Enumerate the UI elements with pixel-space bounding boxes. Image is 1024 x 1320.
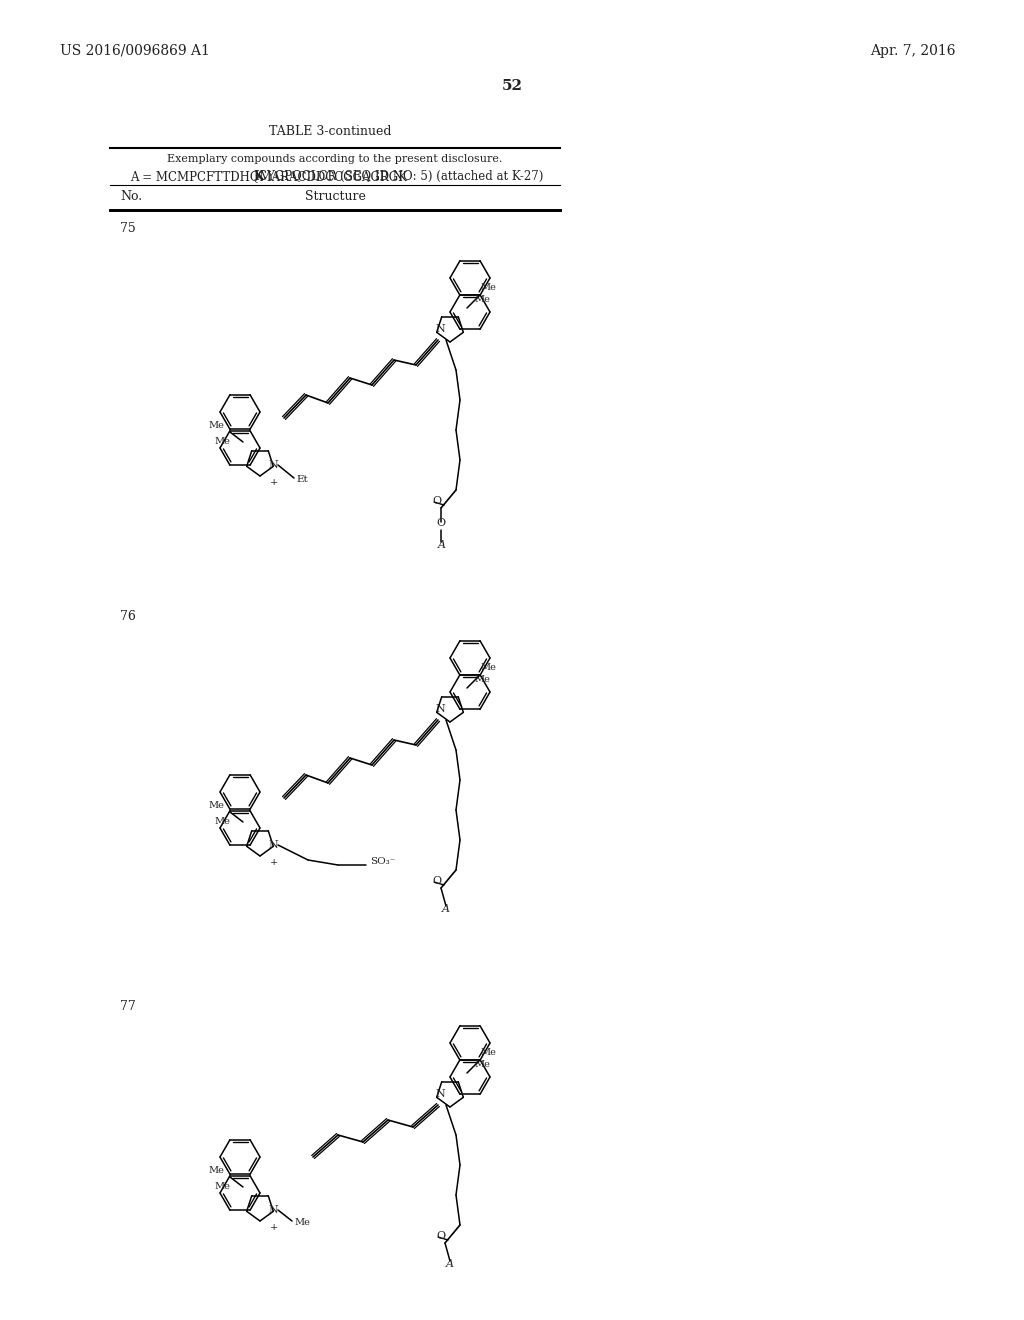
Text: Me: Me	[208, 1166, 224, 1175]
Text: N: N	[435, 704, 444, 714]
Text: Me: Me	[480, 1048, 496, 1057]
Text: N: N	[435, 323, 444, 334]
Text: Me: Me	[480, 663, 496, 672]
Text: +: +	[270, 478, 279, 487]
Text: N: N	[268, 840, 278, 850]
Text: 75: 75	[120, 222, 136, 235]
Text: O: O	[436, 1232, 445, 1241]
Text: Exemplary compounds according to the present disclosure.: Exemplary compounds according to the pre…	[167, 154, 503, 164]
Text: A = MCMPCFTTDHQMARACDDCCGGAGRGK: A = MCMPCFTTDHQMARACDDCCGGAGRGK	[130, 170, 407, 183]
Text: Et: Et	[296, 475, 308, 484]
Text: +: +	[270, 858, 279, 867]
Text: No.: No.	[120, 190, 142, 203]
Text: A: A	[438, 540, 446, 550]
Text: A: A	[446, 1259, 454, 1269]
Text: Me: Me	[214, 437, 229, 446]
Text: Structure: Structure	[304, 190, 366, 203]
Text: Me: Me	[214, 1181, 229, 1191]
Text: Me: Me	[474, 1060, 489, 1069]
Text: Me: Me	[474, 675, 489, 684]
Text: Me: Me	[208, 421, 224, 430]
Text: SO₃⁻: SO₃⁻	[370, 857, 395, 866]
Text: Me: Me	[214, 817, 229, 826]
Text: O: O	[432, 496, 441, 506]
Text: A: A	[442, 904, 450, 913]
Text: 76: 76	[120, 610, 136, 623]
Text: +: +	[270, 1224, 279, 1232]
Text: N: N	[268, 459, 278, 470]
Text: Me: Me	[208, 801, 224, 810]
Text: O: O	[432, 876, 441, 886]
Text: O: O	[436, 517, 445, 528]
Text: CYGPQCLCR (SEQ ID NO: 5) (attached at K-27): CYGPQCLCR (SEQ ID NO: 5) (attached at K-…	[258, 170, 544, 183]
Text: 77: 77	[120, 1001, 136, 1012]
Text: Me: Me	[294, 1218, 310, 1228]
Text: N: N	[268, 1205, 278, 1214]
Text: Me: Me	[480, 282, 496, 292]
Text: 52: 52	[502, 79, 522, 92]
Text: TABLE 3-continued: TABLE 3-continued	[268, 125, 391, 139]
Text: N: N	[435, 1089, 444, 1100]
Text: Apr. 7, 2016: Apr. 7, 2016	[870, 44, 955, 58]
Text: US 2016/0096869 A1: US 2016/0096869 A1	[60, 44, 210, 58]
Text: K: K	[254, 170, 264, 183]
Text: Me: Me	[474, 294, 489, 304]
